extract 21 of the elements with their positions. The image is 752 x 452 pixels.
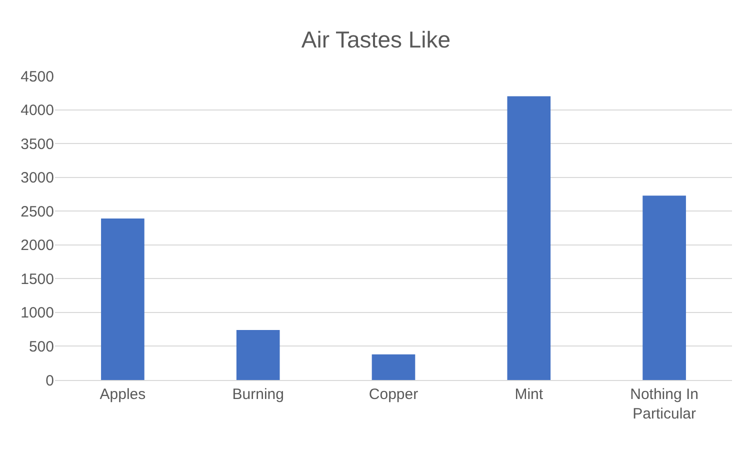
bar xyxy=(101,218,144,380)
bar xyxy=(236,330,280,380)
y-tick-label: 500 xyxy=(28,338,54,356)
chart-title: Air Tastes Like xyxy=(301,26,451,53)
y-tick-label: 4000 xyxy=(20,102,54,120)
x-tick-label: Copper xyxy=(368,386,418,403)
y-tick-label: 1500 xyxy=(20,270,54,288)
x-tick-label: Apples xyxy=(100,386,146,403)
bar xyxy=(642,196,686,380)
y-tick-label: 2500 xyxy=(20,203,54,220)
bar xyxy=(372,354,416,380)
bar xyxy=(507,96,551,380)
y-tick-label: 0 xyxy=(46,372,54,390)
x-tick-label: Mint xyxy=(514,386,544,403)
y-tick-label: 4500 xyxy=(20,68,54,86)
y-tick-label: 3000 xyxy=(20,170,54,187)
y-tick-label: 2000 xyxy=(20,237,54,254)
x-tick-label: Burning xyxy=(232,386,284,403)
x-tick-label: Nothing In Particular xyxy=(630,386,698,422)
y-tick-label: 1000 xyxy=(20,304,54,322)
y-tick-label: 3500 xyxy=(20,136,54,153)
